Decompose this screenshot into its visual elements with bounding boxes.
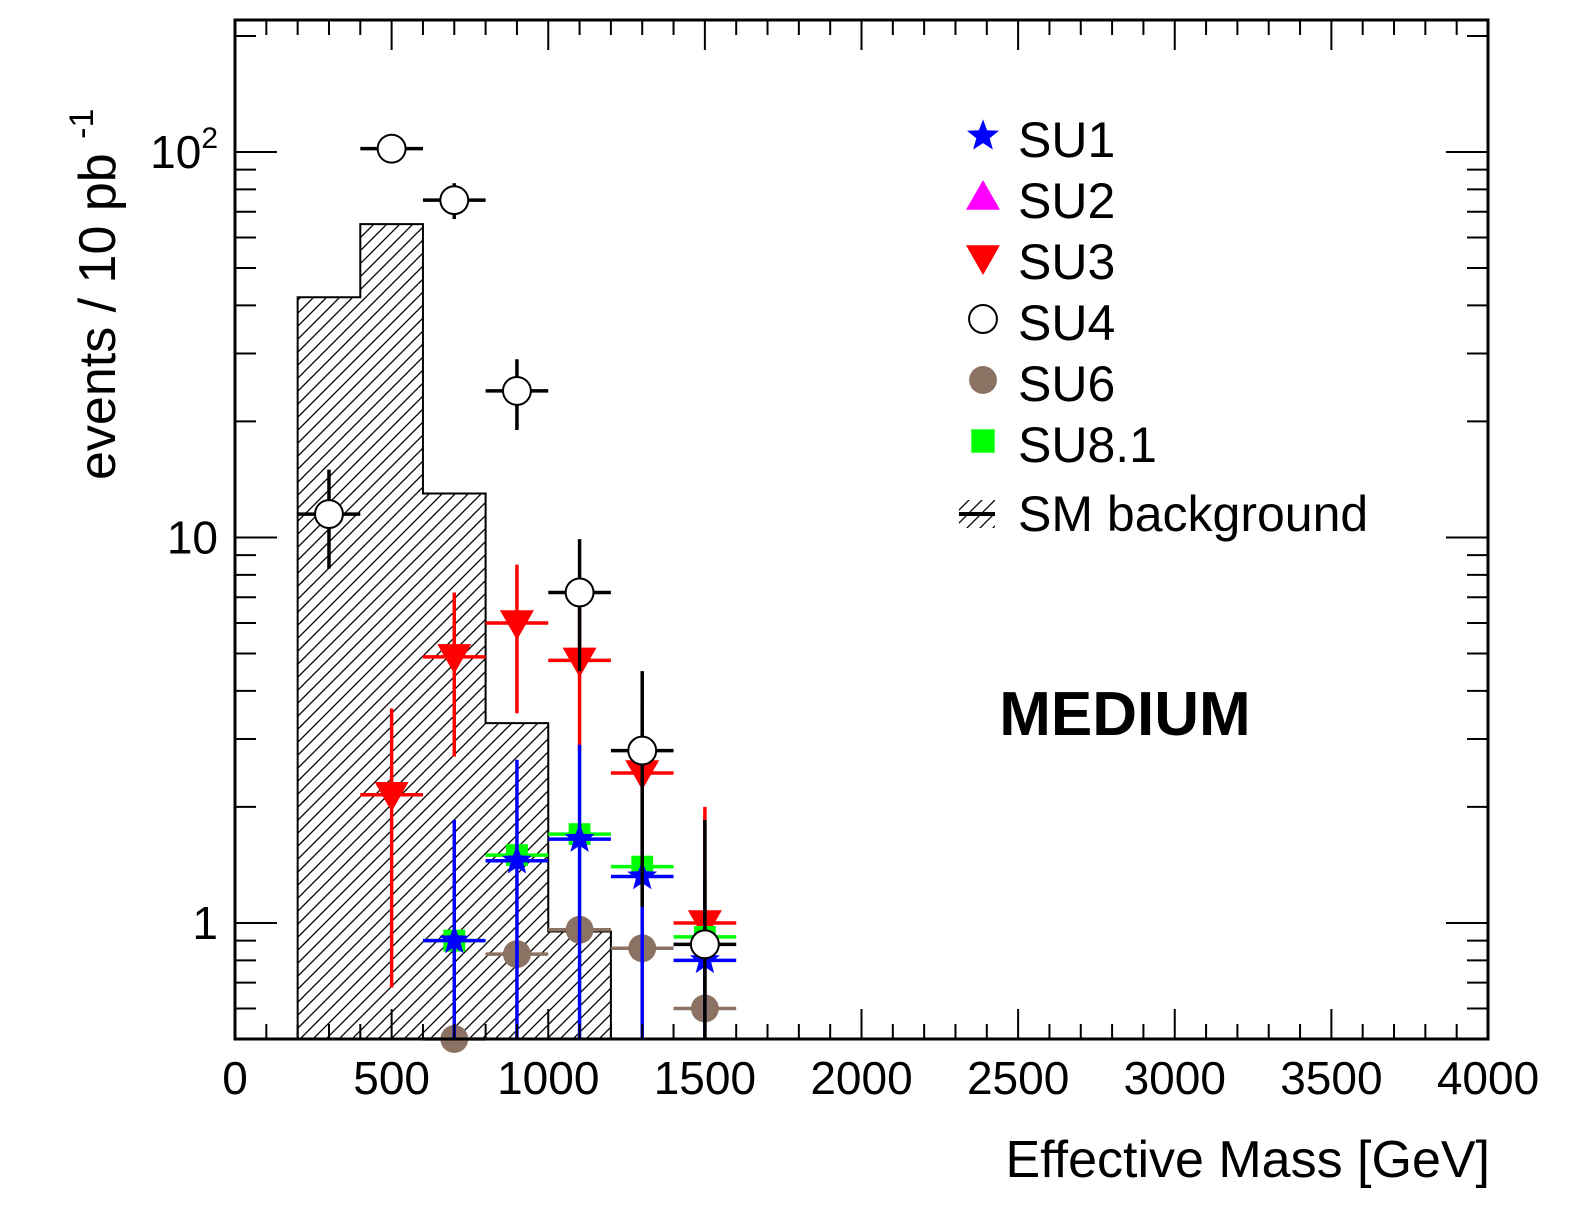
x-tick-label: 4000: [1437, 1052, 1539, 1104]
x-tick-label: 3000: [1124, 1052, 1226, 1104]
marker-su4: [439, 185, 470, 216]
signal-series: [297, 133, 737, 1053]
marker-su4: [501, 375, 532, 406]
marker-su4: [376, 133, 407, 164]
y-tick-label: 1: [192, 897, 218, 949]
selection-annotation: MEDIUM: [999, 680, 1250, 749]
legend-entry-su3: SU3: [966, 234, 1115, 290]
y-axis-label: events / 10 pb -1: [63, 109, 127, 480]
legend-entry-sm-background: SM background: [959, 486, 1368, 542]
series-su4: [297, 133, 737, 1039]
y-axis-label-exponent: -1: [63, 109, 101, 139]
point-su1: [485, 759, 549, 1039]
legend-entry-su6: SU6: [969, 356, 1115, 412]
x-tick-label: 0: [222, 1052, 248, 1104]
marker-su4: [564, 577, 595, 608]
legend-entry-su4: SU4: [968, 295, 1115, 351]
legend-label-su6: SU6: [1018, 356, 1115, 412]
x-tick-label: 2000: [810, 1052, 912, 1104]
y-tick-label: 10: [167, 511, 218, 563]
marker-su4: [314, 499, 344, 530]
x-tick-labels: 0 500 1000 1500 2000 2500 3000 3500 4000: [222, 1052, 1539, 1104]
legend-entry-su2: SU2: [966, 173, 1115, 229]
y-tick-label: 102: [150, 122, 218, 178]
legend-label-su1: SU1: [1018, 112, 1115, 168]
legend-label-sm-background: SM background: [1018, 486, 1368, 542]
x-tick-label: 1000: [497, 1052, 599, 1104]
point-su3: [360, 708, 423, 988]
legend-label-su4: SU4: [1018, 295, 1115, 351]
point-su3: [422, 592, 486, 757]
legend-marker-su2: [966, 180, 1000, 210]
marker-su1: [564, 823, 595, 852]
point-su4: [548, 539, 611, 672]
legend-marker-su6: [969, 366, 997, 394]
legend-marker-su8-1: [971, 429, 995, 453]
marker-su3: [374, 782, 409, 812]
point-su3: [485, 564, 549, 714]
point-su4: [485, 359, 549, 431]
marker-su4: [689, 929, 720, 960]
x-tick-label: 2500: [967, 1052, 1069, 1104]
legend-label-su2: SU2: [1018, 173, 1115, 229]
marker-su3: [437, 644, 472, 674]
point-su4: [422, 183, 486, 220]
legend-marker-su4: [968, 304, 998, 334]
legend-label-su3: SU3: [1018, 234, 1115, 290]
y-axis-label-main: events / 10 pb: [69, 153, 127, 480]
point-su1: [422, 819, 486, 1039]
legend-entry-su1: SU1: [967, 112, 1115, 168]
marker-su1: [439, 924, 470, 954]
point-su4: [673, 819, 737, 1039]
marker-su3: [499, 610, 534, 640]
x-tick-label: 500: [353, 1052, 430, 1104]
marker-su4: [627, 735, 658, 766]
point-su1: [548, 744, 611, 1039]
legend-marker-su1: [967, 119, 999, 150]
point-su4: [360, 133, 423, 164]
y-tick-labels: 1 10 102: [150, 122, 218, 949]
legend-marker-su3: [966, 245, 1000, 275]
plot-axes: [233, 18, 1490, 1041]
point-su4: [297, 469, 361, 569]
point-su4: [610, 671, 674, 908]
x-tick-label: 1500: [654, 1052, 756, 1104]
legend-label-su8-1: SU8.1: [1018, 417, 1157, 473]
marker-su1: [501, 845, 532, 874]
x-tick-label: 3500: [1280, 1052, 1382, 1104]
legend-entry-su8-1: SU8.1: [971, 417, 1157, 473]
x-axis-label: Effective Mass [GeV]: [1005, 1131, 1490, 1189]
